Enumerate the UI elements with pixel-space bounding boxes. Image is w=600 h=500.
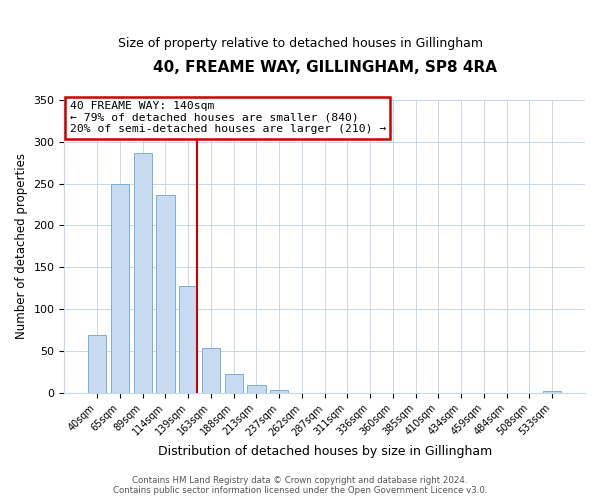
Bar <box>157 196 175 393</box>
Text: 40 FREAME WAY: 140sqm
← 79% of detached houses are smaller (840)
20% of semi-det: 40 FREAME WAY: 140sqm ← 79% of detached … <box>70 101 386 134</box>
Bar <box>88 335 106 393</box>
Bar <box>247 384 266 393</box>
Y-axis label: Number of detached properties: Number of detached properties <box>15 154 28 340</box>
Bar <box>111 184 129 393</box>
Text: Size of property relative to detached houses in Gillingham: Size of property relative to detached ho… <box>118 38 482 51</box>
Title: 40, FREAME WAY, GILLINGHAM, SP8 4RA: 40, FREAME WAY, GILLINGHAM, SP8 4RA <box>153 60 497 75</box>
Bar <box>134 152 152 393</box>
Bar <box>543 391 562 393</box>
Bar <box>224 374 243 393</box>
X-axis label: Distribution of detached houses by size in Gillingham: Distribution of detached houses by size … <box>158 444 492 458</box>
Bar <box>179 286 197 393</box>
Bar <box>202 348 220 393</box>
Text: Contains HM Land Registry data © Crown copyright and database right 2024.
Contai: Contains HM Land Registry data © Crown c… <box>113 476 487 495</box>
Bar <box>270 390 288 393</box>
